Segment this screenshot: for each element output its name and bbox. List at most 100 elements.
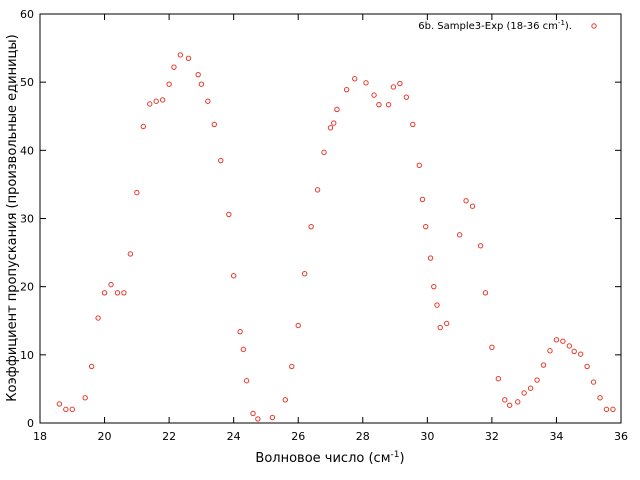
data-point	[515, 399, 521, 405]
data-point	[295, 322, 301, 329]
data-point	[534, 377, 540, 383]
data-point	[166, 81, 172, 87]
data-point	[301, 271, 308, 277]
data-point	[82, 395, 88, 401]
data-point	[185, 55, 192, 62]
data-point	[363, 80, 369, 86]
data-point	[69, 406, 75, 413]
x-tick-label: 24	[227, 430, 241, 443]
data-point	[477, 243, 484, 249]
data-point	[114, 290, 121, 296]
data-point	[95, 315, 101, 321]
data-point	[352, 76, 358, 82]
data-point	[560, 338, 566, 344]
x-tick-label: 34	[549, 430, 563, 443]
x-tick-label: 18	[33, 430, 47, 443]
y-tick-label: 60	[20, 8, 34, 21]
x-tick-label: 36	[614, 430, 628, 443]
data-point	[147, 101, 153, 107]
data-point	[331, 120, 337, 126]
data-point	[469, 203, 476, 209]
data-point	[243, 378, 250, 384]
data-point	[269, 414, 276, 421]
data-point	[577, 351, 584, 357]
x-tick-label: 22	[162, 430, 176, 443]
data-point	[427, 255, 434, 261]
x-tick-label: 30	[420, 430, 434, 443]
data-point	[553, 337, 560, 343]
data-point	[547, 348, 553, 354]
data-point	[153, 98, 159, 104]
data-point	[289, 363, 295, 370]
y-tick-label: 20	[20, 281, 34, 294]
data-point	[610, 406, 616, 413]
data-point	[255, 416, 261, 422]
data-point	[218, 157, 224, 164]
data-point	[419, 196, 426, 203]
data-point	[108, 281, 114, 288]
axis-ticks	[39, 13, 622, 424]
data-point	[121, 290, 127, 296]
data-point	[463, 198, 469, 204]
data-point	[327, 125, 334, 131]
data-point	[385, 101, 392, 108]
y-tick-label: 50	[20, 76, 34, 89]
data-point	[584, 363, 590, 370]
data-point	[171, 64, 177, 70]
data-point	[134, 189, 140, 196]
data-point	[416, 162, 422, 169]
data-point	[527, 385, 534, 391]
data-point	[521, 390, 527, 396]
data-point	[502, 397, 508, 403]
axis-tick-labels: 18 20 22 24 26 28 30 32 34 36 0 10 20 30 40 50 60	[20, 8, 628, 443]
data-point	[314, 187, 321, 193]
data-point	[597, 395, 603, 401]
data-point	[63, 406, 69, 413]
x-tick-label: 20	[98, 430, 112, 443]
y-tick-label: 30	[20, 213, 34, 226]
data-point	[198, 81, 205, 87]
data-point	[540, 362, 547, 368]
legend: 6b. Sample3-Exp (18-36 cm-1).	[418, 19, 597, 32]
data-point	[321, 149, 327, 156]
x-tick-label: 32	[485, 430, 499, 443]
data-points	[56, 52, 616, 422]
data-point	[101, 290, 108, 296]
plot-frame	[39, 13, 622, 424]
data-point	[403, 94, 410, 100]
data-point	[195, 71, 201, 78]
data-point	[590, 379, 597, 385]
data-point	[489, 344, 495, 351]
data-point	[566, 343, 573, 349]
x-tick-label: 28	[356, 430, 370, 443]
data-point	[343, 86, 350, 93]
data-point	[250, 410, 256, 417]
data-point	[240, 346, 247, 353]
data-point	[226, 211, 232, 218]
data-point	[444, 320, 450, 327]
data-point	[205, 98, 211, 104]
data-point	[571, 348, 577, 355]
data-point	[282, 397, 289, 403]
data-point	[603, 406, 610, 413]
data-point	[434, 302, 440, 308]
data-point	[423, 223, 429, 230]
data-point	[506, 402, 513, 408]
y-tick-label: 40	[20, 144, 34, 157]
y-tick-label: 0	[27, 417, 34, 430]
data-point	[56, 401, 63, 407]
data-point	[390, 84, 397, 90]
data-point	[211, 121, 218, 128]
data-point	[397, 80, 403, 87]
data-point	[482, 290, 489, 296]
data-point	[177, 52, 184, 58]
x-tick-label: 26	[291, 430, 305, 443]
data-point	[334, 106, 340, 113]
data-point	[230, 273, 237, 279]
data-point	[127, 251, 134, 257]
data-point	[159, 97, 166, 103]
x-axis-title: Волновое число (см-1)	[255, 450, 404, 466]
legend-marker	[591, 23, 597, 29]
y-tick-label: 10	[20, 349, 34, 362]
